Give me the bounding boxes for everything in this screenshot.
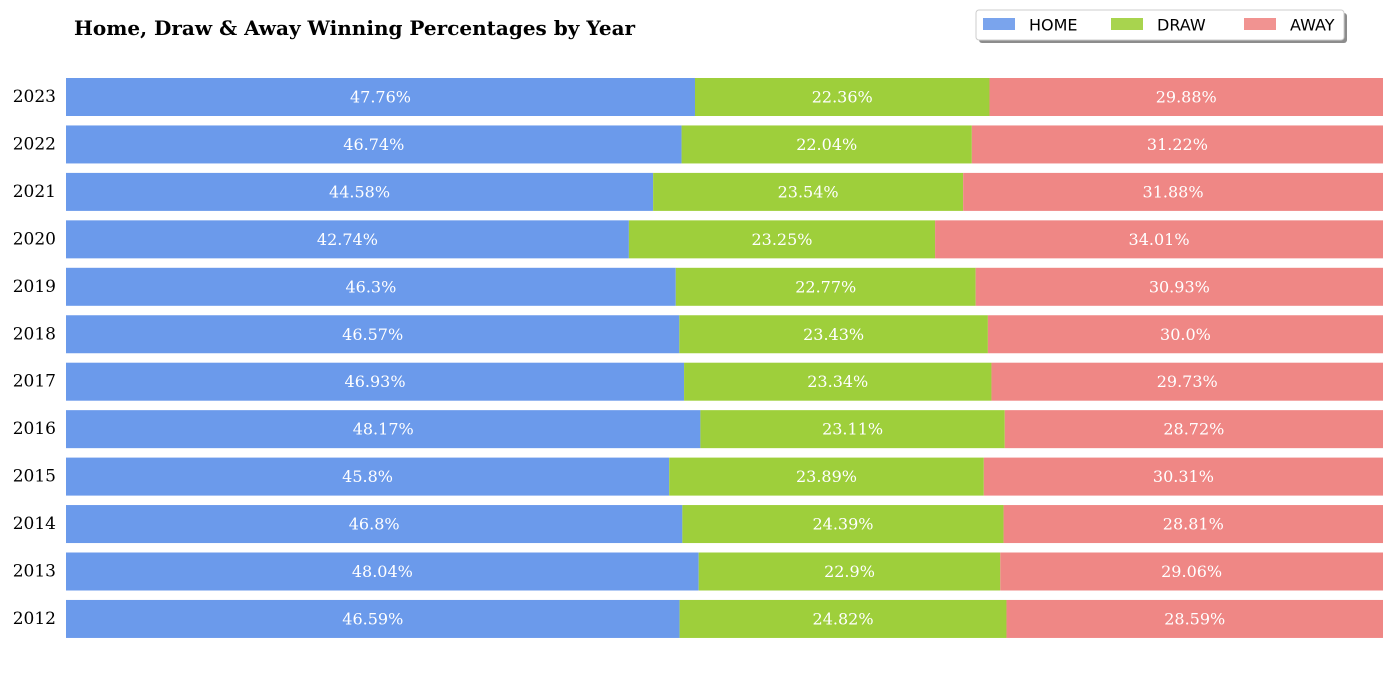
- bar-away-2023: [989, 78, 1383, 116]
- bar-home-2023: [66, 78, 695, 116]
- data-labels-group: 47.76% 22.36% 29.88% 46.74% 22.04% 31.22% 44.5…: [317, 88, 1225, 629]
- data-label-away-2022: 31.22%: [1147, 135, 1208, 154]
- y-tick-labels: 2023 2022 2021 2020 2019 2018 2017 2016 2015 2014…: [13, 87, 56, 629]
- y-tick-label-2022: 2022: [13, 134, 56, 154]
- data-label-home-2014: 46.8%: [349, 515, 400, 534]
- data-label-away-2020: 34.01%: [1129, 230, 1190, 249]
- bar-home-2014: [66, 505, 683, 544]
- data-label-home-2016: 48.17%: [353, 420, 414, 439]
- y-tick-label-2016: 2016: [13, 419, 56, 439]
- legend-label-away: AWAY: [1290, 16, 1335, 35]
- data-label-home-2017: 46.93%: [345, 372, 406, 391]
- bar-draw-2015: [669, 457, 984, 496]
- bar-away-2015: [983, 457, 1383, 496]
- bar-home-2013: [66, 552, 699, 591]
- data-label-draw-2012: 24.82%: [813, 609, 874, 628]
- bar-home-2015: [66, 457, 670, 496]
- bar-home-2017: [66, 362, 685, 401]
- data-label-home-2013: 48.04%: [352, 562, 413, 581]
- bar-away-2022: [971, 125, 1383, 164]
- legend-label-home: HOME: [1029, 16, 1078, 35]
- y-tick-label-2018: 2018: [13, 324, 56, 344]
- data-label-home-2023: 47.76%: [350, 88, 411, 107]
- bar-draw-2016: [700, 410, 1005, 449]
- data-label-draw-2016: 23.11%: [822, 420, 883, 439]
- data-label-home-2015: 45.8%: [342, 467, 393, 486]
- bar-draw-2022: [681, 125, 972, 164]
- data-label-away-2016: 28.72%: [1163, 420, 1224, 439]
- bar-draw-2020: [628, 220, 936, 259]
- bar-home-2020: [66, 220, 629, 259]
- bar-away-2019: [975, 267, 1383, 306]
- data-label-home-2020: 42.74%: [317, 230, 378, 249]
- bar-away-2017: [991, 362, 1383, 401]
- bars-group: [66, 78, 1383, 638]
- y-tick-label-2014: 2014: [13, 514, 56, 534]
- data-label-away-2023: 29.88%: [1156, 88, 1217, 107]
- data-label-away-2018: 30.0%: [1160, 325, 1211, 344]
- data-label-home-2012: 46.59%: [342, 609, 403, 628]
- bar-draw-2023: [694, 78, 990, 116]
- y-tick-label-2015: 2015: [13, 467, 56, 487]
- data-label-home-2021: 44.58%: [329, 182, 390, 201]
- legend-swatch-away: [1244, 18, 1276, 30]
- bar-away-2020: [935, 220, 1383, 259]
- bar-away-2016: [1004, 410, 1383, 449]
- bar-draw-2012: [679, 599, 1007, 638]
- data-label-away-2013: 29.06%: [1161, 562, 1222, 581]
- legend-swatch-home: [983, 18, 1015, 30]
- bar-draw-2014: [682, 505, 1004, 544]
- legend-swatch-draw: [1111, 18, 1143, 30]
- bar-home-2012: [66, 599, 680, 638]
- data-label-home-2018: 46.57%: [342, 325, 403, 344]
- data-label-draw-2014: 24.39%: [812, 515, 873, 534]
- bar-draw-2017: [684, 362, 992, 401]
- bar-away-2018: [987, 315, 1383, 354]
- data-label-home-2019: 46.3%: [345, 277, 396, 296]
- y-tick-label-2019: 2019: [13, 277, 56, 297]
- bar-draw-2018: [679, 315, 988, 354]
- data-label-draw-2015: 23.89%: [796, 467, 857, 486]
- data-label-draw-2017: 23.34%: [807, 372, 868, 391]
- bar-draw-2021: [653, 172, 964, 211]
- data-label-draw-2021: 23.54%: [778, 182, 839, 201]
- bar-away-2012: [1006, 599, 1383, 638]
- y-tick-label-2013: 2013: [13, 562, 56, 582]
- data-label-draw-2018: 23.43%: [803, 325, 864, 344]
- y-tick-label-2021: 2021: [13, 182, 56, 202]
- bar-away-2021: [963, 172, 1383, 211]
- data-label-away-2015: 30.31%: [1153, 467, 1214, 486]
- data-label-draw-2022: 22.04%: [796, 135, 857, 154]
- y-tick-label-2012: 2012: [13, 609, 56, 629]
- bar-away-2014: [1003, 505, 1383, 544]
- chart-title: Home, Draw & Away Winning Percentages by…: [74, 16, 636, 40]
- bar-home-2016: [66, 410, 701, 449]
- bar-home-2021: [66, 172, 654, 211]
- y-tick-label-2020: 2020: [13, 229, 56, 249]
- data-label-draw-2019: 22.77%: [795, 277, 856, 296]
- legend: HOME DRAW AWAY: [975, 9, 1347, 43]
- bar-draw-2013: [698, 552, 1001, 591]
- legend-label-draw: DRAW: [1157, 16, 1206, 35]
- bar-home-2022: [66, 125, 682, 164]
- data-label-away-2017: 29.73%: [1157, 372, 1218, 391]
- data-label-home-2022: 46.74%: [343, 135, 404, 154]
- bar-draw-2019: [675, 267, 976, 306]
- data-label-away-2012: 28.59%: [1164, 609, 1225, 628]
- data-label-draw-2020: 23.25%: [751, 230, 812, 249]
- data-label-away-2014: 28.81%: [1163, 515, 1224, 534]
- data-label-away-2019: 30.93%: [1149, 277, 1210, 296]
- data-label-draw-2023: 22.36%: [812, 88, 873, 107]
- bar-home-2018: [66, 315, 680, 354]
- y-tick-label-2023: 2023: [13, 87, 56, 107]
- data-label-draw-2013: 22.9%: [824, 562, 875, 581]
- bar-home-2019: [66, 267, 676, 306]
- bar-away-2013: [1000, 552, 1383, 591]
- data-label-away-2021: 31.88%: [1143, 182, 1204, 201]
- y-tick-label-2017: 2017: [13, 372, 56, 392]
- legend-frame: [975, 9, 1345, 41]
